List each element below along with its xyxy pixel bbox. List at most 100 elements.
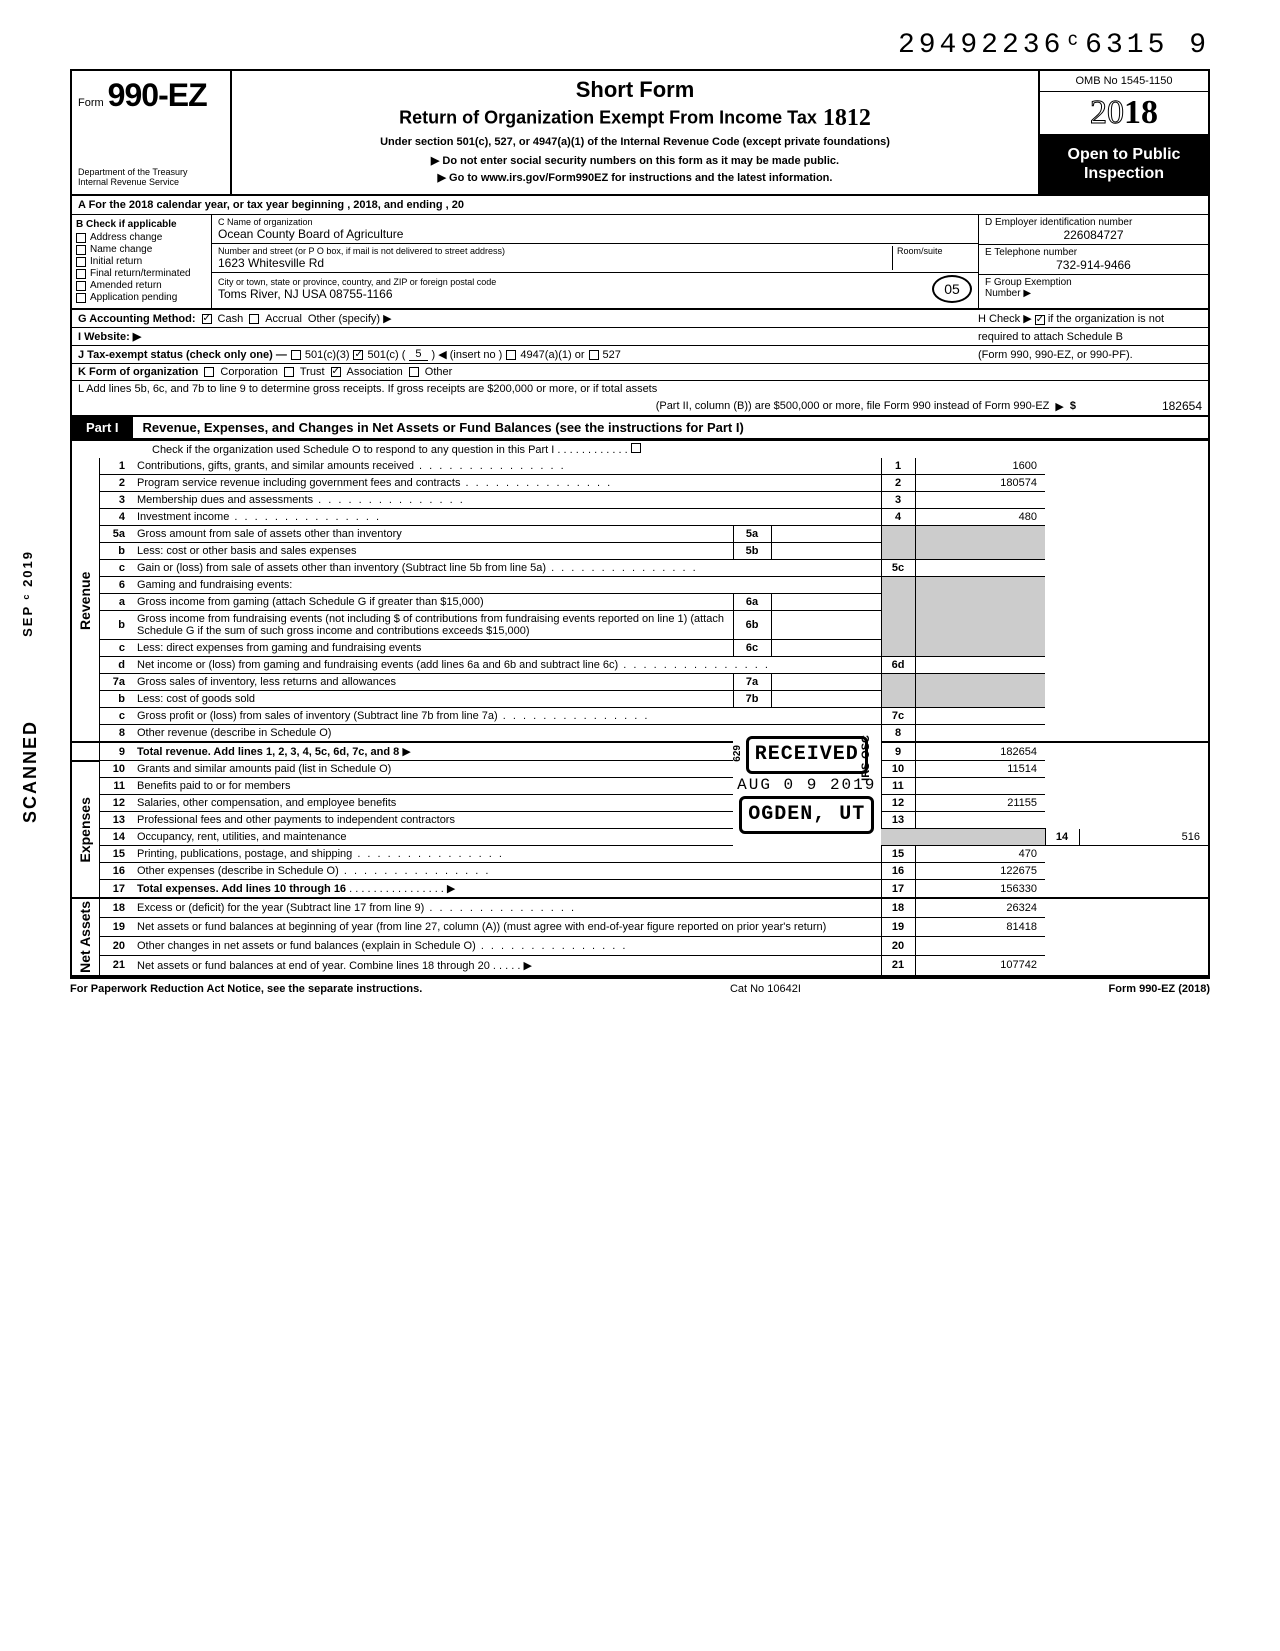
line-14-desc: Occupancy, rent, utilities, and maintena… [133,829,733,846]
line-7c-amt [915,708,1045,725]
checkbox-assoc[interactable] [331,367,341,377]
e-phone-value: 732-914-9466 [985,258,1202,272]
scanned-stamp: SCANNED [20,720,41,823]
line-19-amt: 81418 [915,917,1045,936]
c-name-value: Ocean County Board of Agriculture [218,227,972,241]
checkbox-application-pending[interactable] [76,293,86,303]
line-5c-desc: Gain or (loss) from sale of assets other… [133,560,881,577]
checkbox-501c3[interactable] [291,350,301,360]
checkbox-initial-return[interactable] [76,257,86,267]
line-11-desc: Benefits paid to or for members [133,778,733,795]
line-1-amt: 1600 [915,458,1045,475]
line-6-desc: Gaming and fundraising events: [133,577,881,594]
dept-line2: Internal Revenue Service [78,178,224,188]
line-14-amt: 516 [1079,829,1209,846]
checkbox-corp[interactable] [204,367,214,377]
e-phone-label: E Telephone number [985,247,1202,258]
checkbox-schedule-o[interactable] [631,443,641,453]
line-3-desc: Membership dues and assessments [133,492,881,509]
line-5a-desc: Gross amount from sale of assets other t… [133,526,733,543]
line-21-amt: 107742 [915,955,1045,976]
j-label: J Tax-exempt status (check only one) — [78,349,287,361]
line-19-desc: Net assets or fund balances at beginning… [133,917,881,936]
side-revenue: Revenue [71,458,99,742]
line-18-desc: Excess or (deficit) for the year (Subtra… [133,898,881,917]
form-number: 990-EZ [108,77,207,114]
side-netassets: Net Assets [71,898,99,976]
addr-value: 1623 Whitesville Rd [218,256,892,270]
line-4-desc: Investment income [133,509,881,526]
checkbox-4947[interactable] [506,350,516,360]
row-a-calendar-year: A For the 2018 calendar year, or tax yea… [70,196,1210,215]
line-5c-amt [915,560,1045,577]
line-7a-desc: Gross sales of inventory, less returns a… [133,674,733,691]
title-return: Return of Organization Exempt From Incom… [242,105,1028,132]
checkbox-527[interactable] [589,350,599,360]
line-6a-desc: Gross income from gaming (attach Schedul… [133,594,733,611]
f-group-label2: Number ▶ [985,288,1202,299]
line-9-desc: Total revenue. Add lines 1, 2, 3, 4, 5c,… [133,742,733,761]
line-4-amt: 480 [915,509,1045,526]
j-501c-num: 5 [409,348,427,361]
l-line2: (Part II, column (B)) are $500,000 or mo… [78,400,1049,412]
line-16-amt: 122675 [915,863,1045,880]
part1-check-line: Check if the organization used Schedule … [70,440,1210,458]
line-3-amt [915,492,1045,509]
h-label: H Check ▶ [978,313,1032,325]
f-group-label: F Group Exemption [985,277,1202,288]
line-2-desc: Program service revenue including govern… [133,475,881,492]
l-gross-receipts: 182654 [1082,399,1202,413]
line-5b-desc: Less: cost or other basis and sales expe… [133,543,733,560]
line-21-desc: Net assets or fund balances at end of ye… [133,955,881,976]
line-13-desc: Professional fees and other payments to … [133,812,733,829]
stamp-circle: 05 [932,275,972,303]
l-line1: L Add lines 5b, 6c, and 7b to line 9 to … [78,383,657,395]
line-12-desc: Salaries, other compensation, and employ… [133,795,733,812]
line-8-desc: Other revenue (describe in Schedule O) [133,725,733,743]
footer-form: Form 990-EZ (2018) [1109,983,1210,995]
line-12-amt: 21155 [915,795,1045,812]
checkbox-amended-return[interactable] [76,281,86,291]
line-6c-desc: Less: direct expenses from gaming and fu… [133,640,733,657]
received-stamp: RECEIVED 629 AUG 0 9 2019 IRS-OSC OGDEN,… [737,736,877,834]
line-1-desc: Contributions, gifts, grants, and simila… [133,458,881,475]
line-10-amt: 11514 [915,761,1045,778]
addr-label: Number and street (or P O box, if mail i… [218,246,892,256]
h-line3: (Form 990, 990-EZ, or 990-PF). [972,349,1202,361]
checkbox-name-change[interactable] [76,245,86,255]
g-label: G Accounting Method: [78,313,196,325]
footer-cat: Cat No 10642I [730,983,801,995]
line-10-desc: Grants and similar amounts paid (list in… [133,761,733,778]
side-expenses: Expenses [71,761,99,899]
warning-goto: ▶ Go to www.irs.gov/Form990EZ for instru… [242,171,1028,184]
warning-ssn: ▶ Do not enter social security numbers o… [242,154,1028,167]
footer: For Paperwork Reduction Act Notice, see … [70,977,1210,999]
part1-title: Revenue, Expenses, and Changes in Net As… [143,420,1208,435]
checkbox-501c[interactable] [353,350,363,360]
d-ein-label: D Employer identification number [985,217,1202,228]
line-6d-amt [915,657,1045,674]
checkbox-address-change[interactable] [76,233,86,243]
sep-date-stamp: SEP ᶜ 2019 [20,550,35,637]
line-17-amt: 156330 [915,880,1045,899]
line-20-amt [915,936,1045,955]
subtitle: Under section 501(c), 527, or 4947(a)(1)… [242,136,1028,148]
checkbox-cash[interactable] [202,314,212,324]
checkbox-accrual[interactable] [249,314,259,324]
line-18-amt: 26324 [915,898,1045,917]
info-grid: B Check if applicable Address change Nam… [70,215,1210,310]
line-13-amt [915,812,1045,829]
d-ein-value: 226084727 [985,228,1202,242]
c-name-label: C Name of organization [218,217,972,227]
checkbox-other[interactable] [409,367,419,377]
line-6d-desc: Net income or (loss) from gaming and fun… [133,657,881,674]
checkbox-final-return[interactable] [76,269,86,279]
open-to-public: Open to Public Inspection [1040,134,1208,194]
h-line2: required to attach Schedule B [972,331,1202,343]
checkbox-trust[interactable] [284,367,294,377]
part1-header: Part I Revenue, Expenses, and Changes in… [70,417,1210,440]
city-label: City or town, state or province, country… [218,277,932,287]
checkbox-h[interactable] [1035,315,1045,325]
form-header: Form 990-EZ Department of the Treasury I… [70,69,1210,196]
i-website-label: I Website: ▶ [78,331,141,343]
